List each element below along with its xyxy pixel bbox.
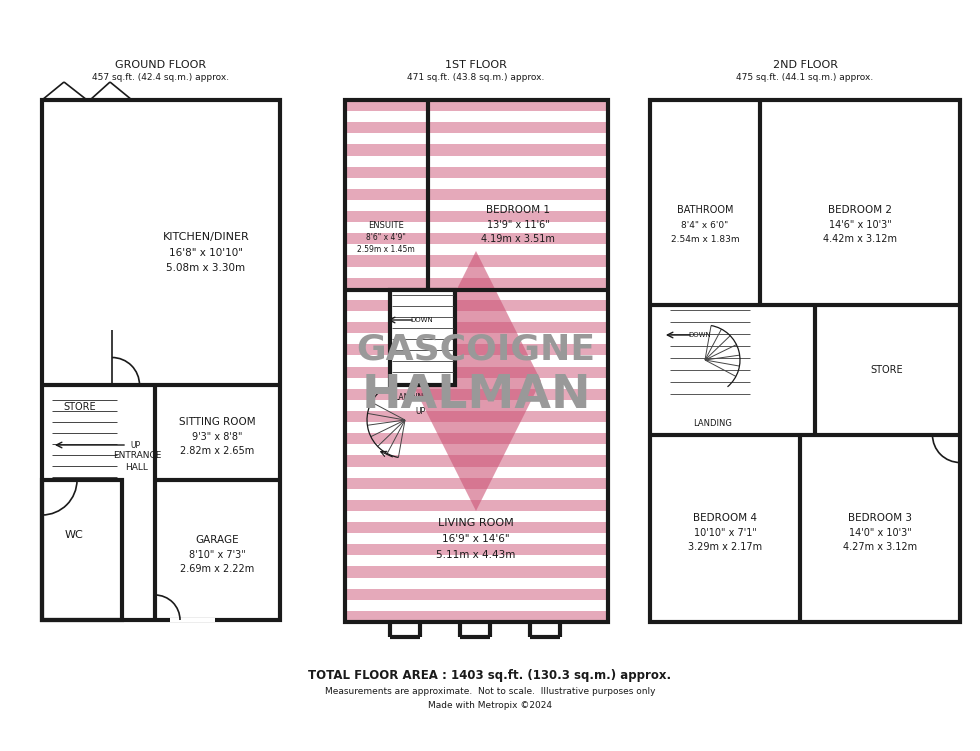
Text: 8'6" x 4'9": 8'6" x 4'9" bbox=[367, 233, 406, 242]
Bar bbox=[42, 480, 122, 620]
Bar bbox=[345, 278, 608, 289]
Bar bbox=[345, 500, 608, 511]
Text: BEDROOM 2: BEDROOM 2 bbox=[828, 205, 892, 215]
Text: 5.08m x 3.30m: 5.08m x 3.30m bbox=[167, 263, 246, 273]
Text: BATHROOM: BATHROOM bbox=[677, 205, 733, 215]
Text: DOWN: DOWN bbox=[411, 317, 433, 323]
Bar bbox=[345, 345, 608, 355]
Text: 2.69m x 2.22m: 2.69m x 2.22m bbox=[180, 564, 254, 574]
Text: BEDROOM 3: BEDROOM 3 bbox=[848, 513, 912, 523]
Text: Made with Metropix ©2024: Made with Metropix ©2024 bbox=[428, 701, 552, 710]
Text: HALL: HALL bbox=[125, 463, 148, 472]
Bar bbox=[345, 100, 608, 622]
Text: 16'8" x 10'10": 16'8" x 10'10" bbox=[169, 248, 243, 258]
Text: 4.42m x 3.12m: 4.42m x 3.12m bbox=[823, 234, 897, 244]
Text: HALMAN: HALMAN bbox=[362, 372, 591, 418]
Text: 16'9" x 14'6": 16'9" x 14'6" bbox=[442, 534, 510, 544]
Text: LIVING ROOM: LIVING ROOM bbox=[438, 518, 514, 528]
Text: 8'10" x 7'3": 8'10" x 7'3" bbox=[188, 550, 245, 560]
Text: 457 sq.ft. (42.4 sq.m.) approx.: 457 sq.ft. (42.4 sq.m.) approx. bbox=[92, 73, 229, 82]
Text: 2.59m x 1.45m: 2.59m x 1.45m bbox=[357, 245, 415, 254]
Text: 2.54m x 1.83m: 2.54m x 1.83m bbox=[670, 234, 739, 243]
Bar bbox=[345, 122, 608, 134]
Bar bbox=[345, 322, 608, 333]
Text: 14'0" x 10'3": 14'0" x 10'3" bbox=[849, 528, 911, 538]
Text: Measurements are approximate.  Not to scale.  Illustrative purposes only: Measurements are approximate. Not to sca… bbox=[324, 687, 656, 696]
Bar bbox=[345, 234, 608, 244]
Text: TOTAL FLOOR AREA : 1403 sq.ft. (130.3 sq.m.) approx.: TOTAL FLOOR AREA : 1403 sq.ft. (130.3 sq… bbox=[309, 668, 671, 681]
Bar bbox=[345, 589, 608, 600]
Text: 1ST FLOOR: 1ST FLOOR bbox=[445, 60, 507, 70]
Bar bbox=[345, 144, 608, 155]
Text: UP: UP bbox=[415, 408, 425, 417]
Text: 9'3" x 8'8": 9'3" x 8'8" bbox=[192, 432, 242, 442]
Text: ENSUITE: ENSUITE bbox=[368, 221, 404, 230]
Text: WC: WC bbox=[65, 530, 83, 540]
Text: BEDROOM 4: BEDROOM 4 bbox=[693, 513, 757, 523]
Bar bbox=[345, 189, 608, 200]
Bar bbox=[345, 389, 608, 400]
Text: 3.29m x 2.17m: 3.29m x 2.17m bbox=[688, 542, 762, 552]
Text: 8'4" x 6'0": 8'4" x 6'0" bbox=[681, 221, 728, 230]
Text: LANDING: LANDING bbox=[694, 418, 732, 427]
Bar bbox=[345, 366, 608, 378]
Text: STORE: STORE bbox=[64, 402, 96, 412]
Text: SITTING ROOM: SITTING ROOM bbox=[178, 417, 256, 427]
Bar bbox=[42, 100, 280, 620]
Text: 2ND FLOOR: 2ND FLOOR bbox=[772, 60, 838, 70]
Bar bbox=[345, 300, 608, 311]
Bar bbox=[345, 544, 608, 555]
Bar bbox=[650, 100, 960, 622]
Polygon shape bbox=[411, 251, 541, 511]
Text: 475 sq.ft. (44.1 sq.m.) approx.: 475 sq.ft. (44.1 sq.m.) approx. bbox=[736, 73, 873, 82]
Bar bbox=[345, 411, 608, 422]
Text: 4.27m x 3.12m: 4.27m x 3.12m bbox=[843, 542, 917, 552]
Text: 471 sq.ft. (43.8 sq.m.) approx.: 471 sq.ft. (43.8 sq.m.) approx. bbox=[408, 73, 545, 82]
Text: STORE: STORE bbox=[870, 365, 904, 375]
Bar bbox=[345, 522, 608, 533]
Text: KITCHEN/DINER: KITCHEN/DINER bbox=[163, 232, 249, 242]
Text: 5.11m x 4.43m: 5.11m x 4.43m bbox=[436, 550, 515, 560]
Bar bbox=[345, 255, 608, 267]
Bar bbox=[345, 167, 608, 178]
Text: 4.19m x 3.51m: 4.19m x 3.51m bbox=[481, 234, 555, 244]
Bar bbox=[345, 478, 608, 489]
Bar bbox=[345, 455, 608, 466]
Text: GARAGE: GARAGE bbox=[195, 535, 239, 545]
Text: GROUND FLOOR: GROUND FLOOR bbox=[116, 60, 207, 70]
Text: 10'10" x 7'1": 10'10" x 7'1" bbox=[694, 528, 757, 538]
Text: 13'9" x 11'6": 13'9" x 11'6" bbox=[487, 220, 550, 230]
Text: 14'6" x 10'3": 14'6" x 10'3" bbox=[829, 220, 892, 230]
Bar bbox=[345, 566, 608, 578]
Text: DOWN: DOWN bbox=[689, 332, 711, 338]
Text: ENTRANCE: ENTRANCE bbox=[113, 451, 161, 460]
Text: BEDROOM 1: BEDROOM 1 bbox=[486, 205, 550, 215]
Bar bbox=[345, 211, 608, 222]
Text: GASCOIGNE: GASCOIGNE bbox=[357, 333, 596, 367]
Bar bbox=[345, 100, 608, 111]
Text: UP: UP bbox=[130, 441, 140, 450]
Text: LANDING: LANDING bbox=[394, 393, 429, 402]
Bar bbox=[390, 290, 455, 385]
Text: 2.82m x 2.65m: 2.82m x 2.65m bbox=[180, 446, 254, 456]
Bar bbox=[345, 611, 608, 622]
Bar bbox=[345, 433, 608, 445]
